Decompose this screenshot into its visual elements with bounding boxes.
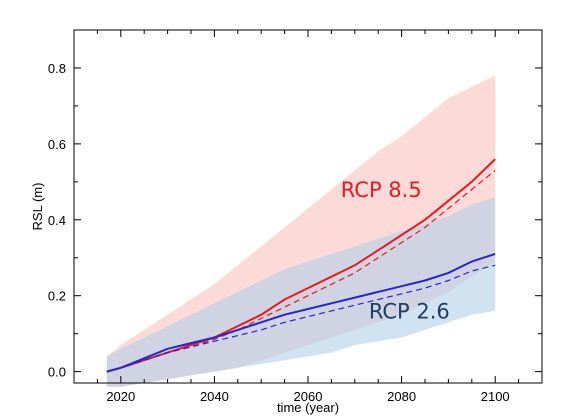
- x-tick-label: 2100: [481, 389, 510, 404]
- axis-ticks: [74, 29, 542, 383]
- y-tick-label: 0.0: [48, 365, 66, 380]
- solid-line-rcp85: [106, 158, 496, 373]
- dashed-line-rcp85: [106, 169, 496, 373]
- x-tick-label: 2020: [106, 389, 135, 404]
- solid-line-rcp26: [106, 252, 496, 373]
- x-tick-label: 2060: [294, 389, 323, 404]
- y-axis-title: RSL (m): [30, 183, 45, 231]
- annotation-rcp85: RCP 8.5: [341, 178, 422, 202]
- series-annotations: RCP 8.5 RCP 2.6: [341, 178, 450, 323]
- x-axis-title: time (year): [277, 400, 339, 415]
- y-tick-label: 0.6: [48, 137, 66, 152]
- x-tick-label: 2040: [200, 389, 229, 404]
- series-lines: [106, 158, 496, 373]
- x-tick-label: 2080: [387, 389, 416, 404]
- y-tick-label: 0.4: [48, 213, 66, 228]
- y-tick-label: 0.2: [48, 289, 66, 304]
- annotation-rcp26: RCP 2.6: [369, 299, 450, 323]
- dashed-line-rcp26: [106, 264, 496, 373]
- y-tick-label: 0.8: [48, 61, 66, 76]
- axis-tick-labels: 2020 2040 2060 2080 2100 0.0 0.2 0.4 0.6 0.8: [48, 61, 510, 404]
